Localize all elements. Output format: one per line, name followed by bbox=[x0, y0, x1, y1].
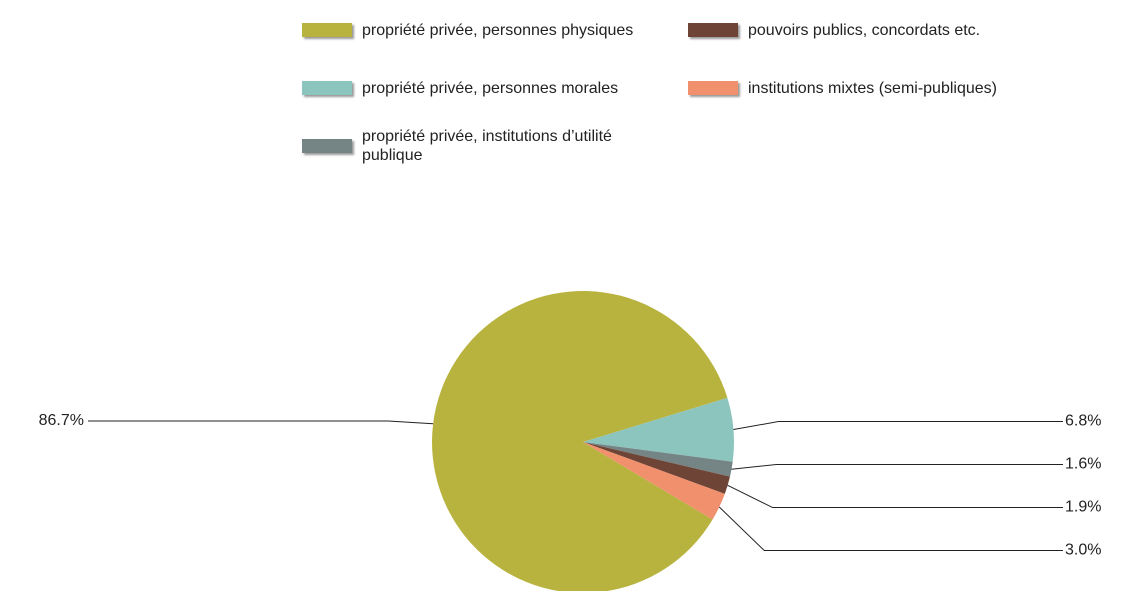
legend-swatch bbox=[688, 23, 738, 37]
data-label: 3.0% bbox=[1065, 542, 1101, 559]
data-label: 6.8% bbox=[1065, 413, 1101, 430]
pie-slice bbox=[583, 397, 735, 462]
legend-label: propriété privée, institutions d’utilité… bbox=[362, 128, 612, 164]
leader-line bbox=[733, 421, 1063, 431]
pie-slice bbox=[583, 442, 725, 520]
leader-line bbox=[727, 484, 1063, 509]
legend-swatch bbox=[302, 139, 352, 153]
pie-slice bbox=[583, 442, 733, 477]
legend-swatch bbox=[688, 81, 738, 95]
legend-swatch bbox=[302, 81, 352, 95]
legend-swatch bbox=[302, 23, 352, 37]
legend-item: propriété privée, institutions d’utilité… bbox=[302, 126, 662, 166]
pie-slice bbox=[432, 291, 728, 591]
data-label: 86.7% bbox=[39, 412, 84, 429]
leader-line bbox=[731, 464, 1063, 470]
leader-line bbox=[88, 420, 434, 425]
legend-label: institutions mixtes (semi-publiques) bbox=[748, 79, 997, 97]
legend-label: pouvoirs publics, concordats etc. bbox=[748, 21, 981, 39]
data-label: 1.9% bbox=[1065, 499, 1101, 516]
pie-slice bbox=[583, 442, 730, 494]
data-label: 1.6% bbox=[1065, 456, 1101, 473]
leader-line bbox=[718, 506, 1063, 552]
legend-item: propriété privée, personnes morales bbox=[302, 68, 662, 108]
legend-item: institutions mixtes (semi-publiques) bbox=[688, 68, 1141, 108]
legend-label: propriété privée, personnes physiques bbox=[362, 21, 634, 39]
legend-item: pouvoirs publics, concordats etc. bbox=[688, 10, 1048, 50]
legend-item: propriété privée, personnes physiques bbox=[302, 10, 662, 50]
legend-label: propriété privée, personnes morales bbox=[362, 79, 619, 97]
